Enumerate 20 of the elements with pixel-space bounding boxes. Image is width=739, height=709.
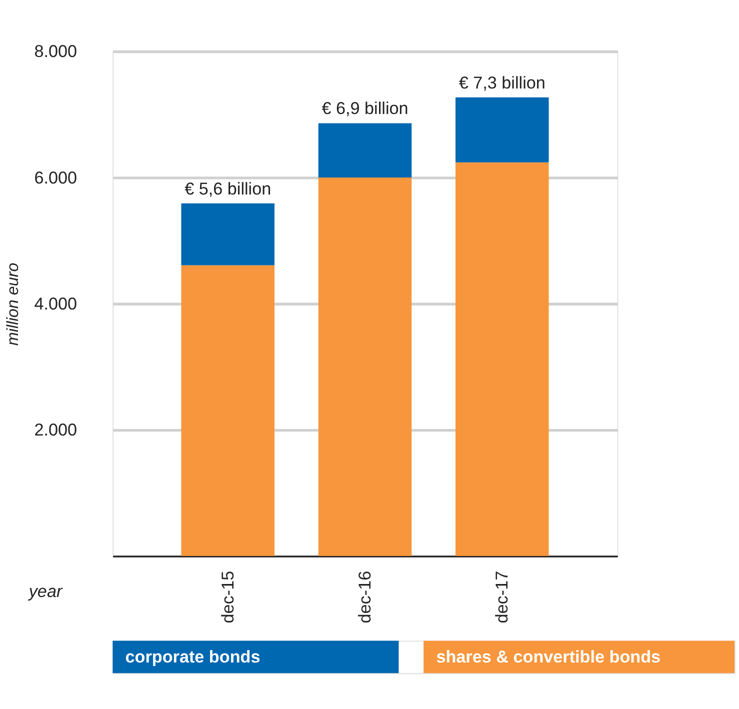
y-axis-title: million euro: [4, 262, 22, 346]
y-tick-label: 2.000: [34, 420, 78, 440]
bar: [318, 123, 412, 178]
x-tick-label: dec-16: [355, 570, 374, 624]
y-tick-label: 8.000: [34, 42, 78, 62]
x-axis-title: year: [28, 582, 64, 602]
total-label: € 7,3 billion: [458, 73, 546, 92]
bar: [456, 162, 549, 556]
text: shares & convertible bonds: [436, 647, 661, 666]
x-tick-label: dec-15: [218, 570, 238, 624]
bar: [456, 97, 549, 162]
text: corporate bonds: [125, 647, 260, 666]
bar: [181, 265, 274, 556]
y-tick-label: 6.000: [34, 168, 78, 188]
bar: [181, 203, 274, 266]
total-label: € 6,9 billion: [322, 99, 408, 118]
y-tick-label: 4.000: [34, 294, 78, 314]
total-label: € 5,6 billion: [184, 179, 272, 198]
bar: [318, 178, 412, 556]
x-tick-label: dec-17: [492, 570, 512, 624]
